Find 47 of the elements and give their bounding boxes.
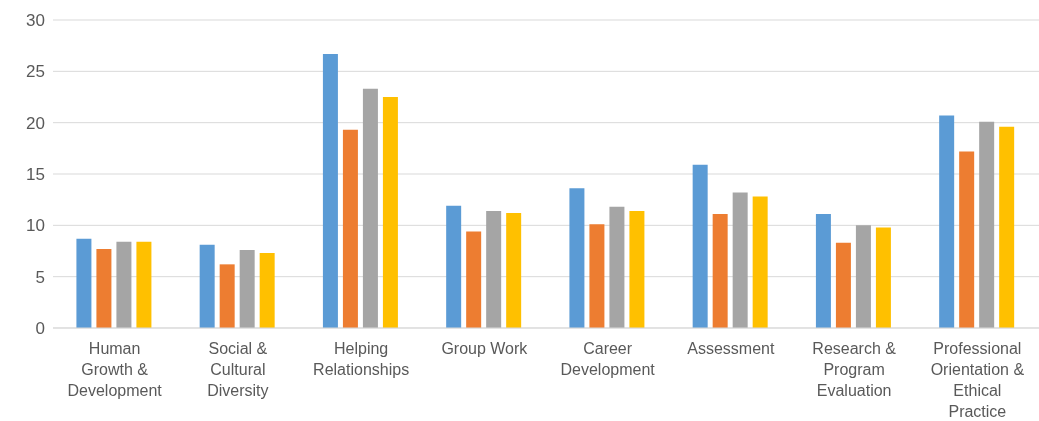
x-tick-label: Professional Orientation & Ethical Practice: [930, 340, 1025, 420]
bar: [116, 241, 132, 328]
y-tick-label: 30: [26, 11, 45, 31]
bar: [136, 241, 152, 328]
bar: [815, 214, 831, 328]
bar: [96, 248, 112, 328]
bar: [199, 244, 215, 328]
bar: [959, 151, 975, 328]
bar: [446, 205, 462, 328]
bar: [712, 214, 728, 328]
bar: [939, 115, 955, 328]
bar: [979, 121, 995, 328]
bar: [362, 88, 378, 328]
bar: [589, 224, 605, 328]
bar: [219, 264, 235, 328]
x-tick-label: Group Work: [441, 340, 529, 357]
bar: [732, 192, 748, 328]
bar: [466, 231, 482, 328]
y-tick-label: 0: [35, 319, 45, 339]
bar: [239, 249, 255, 328]
y-tick-label: 10: [26, 216, 45, 236]
bar: [342, 129, 358, 328]
bar: [609, 206, 625, 328]
x-tick-label: Assessment: [687, 340, 775, 357]
x-tick-label: Social & Cultural Diversity: [207, 340, 269, 399]
bar: [875, 227, 891, 328]
y-tick-label: 20: [26, 113, 45, 133]
bar: [259, 253, 275, 328]
bar: [486, 210, 502, 328]
x-tick-label: Research & Program Evaluation: [812, 340, 897, 399]
x-tick-label: Helping Relationships: [313, 340, 410, 378]
bar: [506, 213, 522, 328]
x-tick-label: Career Development: [560, 340, 656, 378]
bar: [76, 238, 92, 328]
bar: [569, 188, 585, 328]
y-tick-label: 25: [26, 62, 45, 82]
y-tick-label: 5: [35, 267, 45, 287]
bar: [322, 53, 338, 328]
bar: [855, 225, 871, 328]
bar: [382, 97, 398, 328]
y-tick-label: 15: [26, 165, 45, 185]
bar: [692, 164, 708, 328]
bar: [835, 242, 851, 328]
bar: [752, 196, 768, 328]
bar: [629, 210, 645, 328]
x-tick-label: Human Growth & Development: [67, 340, 163, 399]
bar: [999, 126, 1015, 328]
